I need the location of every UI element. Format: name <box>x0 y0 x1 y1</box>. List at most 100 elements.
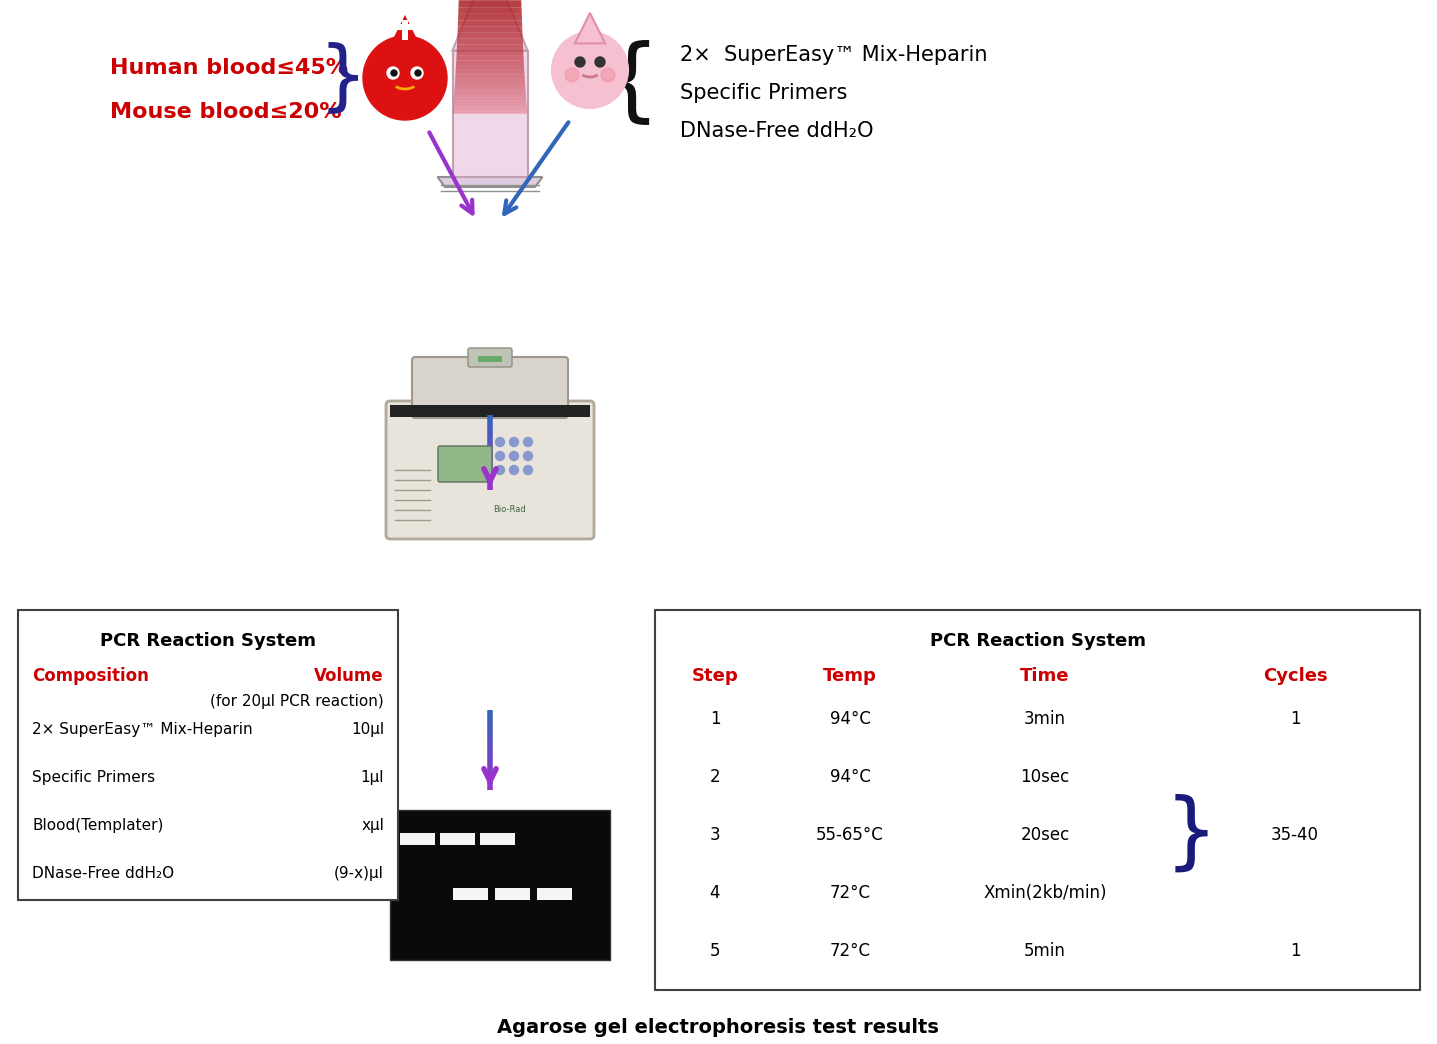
Bar <box>399 833 435 845</box>
Circle shape <box>523 437 533 447</box>
Text: 3: 3 <box>710 826 720 844</box>
Polygon shape <box>453 0 527 50</box>
Text: Cycles: Cycles <box>1263 667 1328 685</box>
Polygon shape <box>456 61 525 65</box>
Text: Human blood≤45%: Human blood≤45% <box>111 58 348 78</box>
Text: 10μl: 10μl <box>351 722 384 737</box>
Bar <box>440 833 476 845</box>
Text: 55-65°C: 55-65°C <box>816 826 884 844</box>
Text: }: } <box>319 41 368 115</box>
Text: xμl: xμl <box>361 818 384 833</box>
Bar <box>480 833 514 845</box>
Text: 2: 2 <box>710 768 720 786</box>
Circle shape <box>496 437 504 447</box>
Text: 10sec: 10sec <box>1020 768 1069 786</box>
Polygon shape <box>457 44 523 50</box>
Text: DNase-Free ddH₂O: DNase-Free ddH₂O <box>32 867 174 881</box>
Text: 5: 5 <box>710 942 720 960</box>
Circle shape <box>510 466 519 475</box>
Circle shape <box>523 466 533 475</box>
Text: Step: Step <box>691 667 739 685</box>
Text: 5min: 5min <box>1025 942 1066 960</box>
Polygon shape <box>456 70 525 74</box>
FancyBboxPatch shape <box>468 348 512 367</box>
Text: 20sec: 20sec <box>1020 826 1069 844</box>
Circle shape <box>575 57 585 67</box>
Text: 3min: 3min <box>1025 710 1066 728</box>
Text: PCR Reaction System: PCR Reaction System <box>101 632 316 650</box>
Text: 72°C: 72°C <box>829 942 871 960</box>
Polygon shape <box>453 50 527 177</box>
Text: Time: Time <box>1020 667 1069 685</box>
FancyBboxPatch shape <box>412 357 568 418</box>
Text: 94°C: 94°C <box>829 710 871 728</box>
Polygon shape <box>456 78 525 82</box>
Bar <box>389 405 591 417</box>
Bar <box>494 888 530 900</box>
Polygon shape <box>437 177 543 187</box>
Text: 1μl: 1μl <box>361 770 384 785</box>
Text: Specific Primers: Specific Primers <box>680 84 848 103</box>
Text: DNase-Free ddH₂O: DNase-Free ddH₂O <box>680 121 874 141</box>
Text: 1: 1 <box>1289 710 1300 728</box>
Circle shape <box>565 68 579 82</box>
Circle shape <box>391 70 397 76</box>
Polygon shape <box>457 32 523 39</box>
Polygon shape <box>388 15 422 49</box>
Polygon shape <box>453 112 527 114</box>
Text: (9-x)μl: (9-x)μl <box>335 867 384 881</box>
Polygon shape <box>575 13 605 44</box>
Text: (for 20μl PCR reaction): (for 20μl PCR reaction) <box>210 694 384 709</box>
FancyBboxPatch shape <box>438 446 491 482</box>
Text: }: } <box>1165 793 1219 875</box>
Text: Agarose gel electrophoresis test results: Agarose gel electrophoresis test results <box>497 1018 938 1037</box>
Text: 72°C: 72°C <box>829 884 871 902</box>
Circle shape <box>510 451 519 460</box>
Bar <box>19 610 398 900</box>
Bar <box>402 20 408 41</box>
Circle shape <box>523 451 533 460</box>
Polygon shape <box>454 97 526 101</box>
Polygon shape <box>454 94 526 97</box>
Polygon shape <box>458 7 522 14</box>
Polygon shape <box>457 27 523 32</box>
Text: PCR Reaction System: PCR Reaction System <box>930 632 1145 650</box>
Circle shape <box>411 67 422 79</box>
Text: 2× SuperEasy™ Mix-Heparin: 2× SuperEasy™ Mix-Heparin <box>32 722 253 737</box>
Circle shape <box>510 437 519 447</box>
Bar <box>453 888 489 900</box>
Text: Blood(Templater): Blood(Templater) <box>32 818 164 833</box>
Polygon shape <box>458 0 522 7</box>
Text: Composition: Composition <box>32 667 149 685</box>
Circle shape <box>496 466 504 475</box>
Circle shape <box>552 32 628 108</box>
Text: {: { <box>602 39 660 127</box>
Circle shape <box>387 67 399 79</box>
Text: 94°C: 94°C <box>829 768 871 786</box>
Text: 1: 1 <box>1289 942 1300 960</box>
Bar <box>389 810 609 960</box>
FancyBboxPatch shape <box>387 401 593 539</box>
Text: Mouse blood≤20%: Mouse blood≤20% <box>111 102 342 122</box>
Polygon shape <box>453 106 527 110</box>
Polygon shape <box>453 103 527 106</box>
Text: 2×  SuperEasy™ Mix-Heparin: 2× SuperEasy™ Mix-Heparin <box>680 45 987 65</box>
Circle shape <box>595 57 605 67</box>
Text: Temp: Temp <box>823 667 877 685</box>
Text: Xmin(2kb/min): Xmin(2kb/min) <box>983 884 1106 902</box>
Polygon shape <box>453 110 527 112</box>
Polygon shape <box>454 82 526 87</box>
Polygon shape <box>458 14 522 21</box>
Polygon shape <box>454 87 526 91</box>
Polygon shape <box>457 50 523 55</box>
Circle shape <box>496 451 504 460</box>
Text: Bio-Rad: Bio-Rad <box>494 505 526 514</box>
Polygon shape <box>456 74 525 78</box>
Bar <box>655 610 1420 990</box>
Text: Volume: Volume <box>315 667 384 685</box>
Polygon shape <box>454 101 526 103</box>
Polygon shape <box>454 91 526 94</box>
Polygon shape <box>457 55 523 61</box>
Text: 1: 1 <box>710 710 720 728</box>
Circle shape <box>364 35 447 120</box>
